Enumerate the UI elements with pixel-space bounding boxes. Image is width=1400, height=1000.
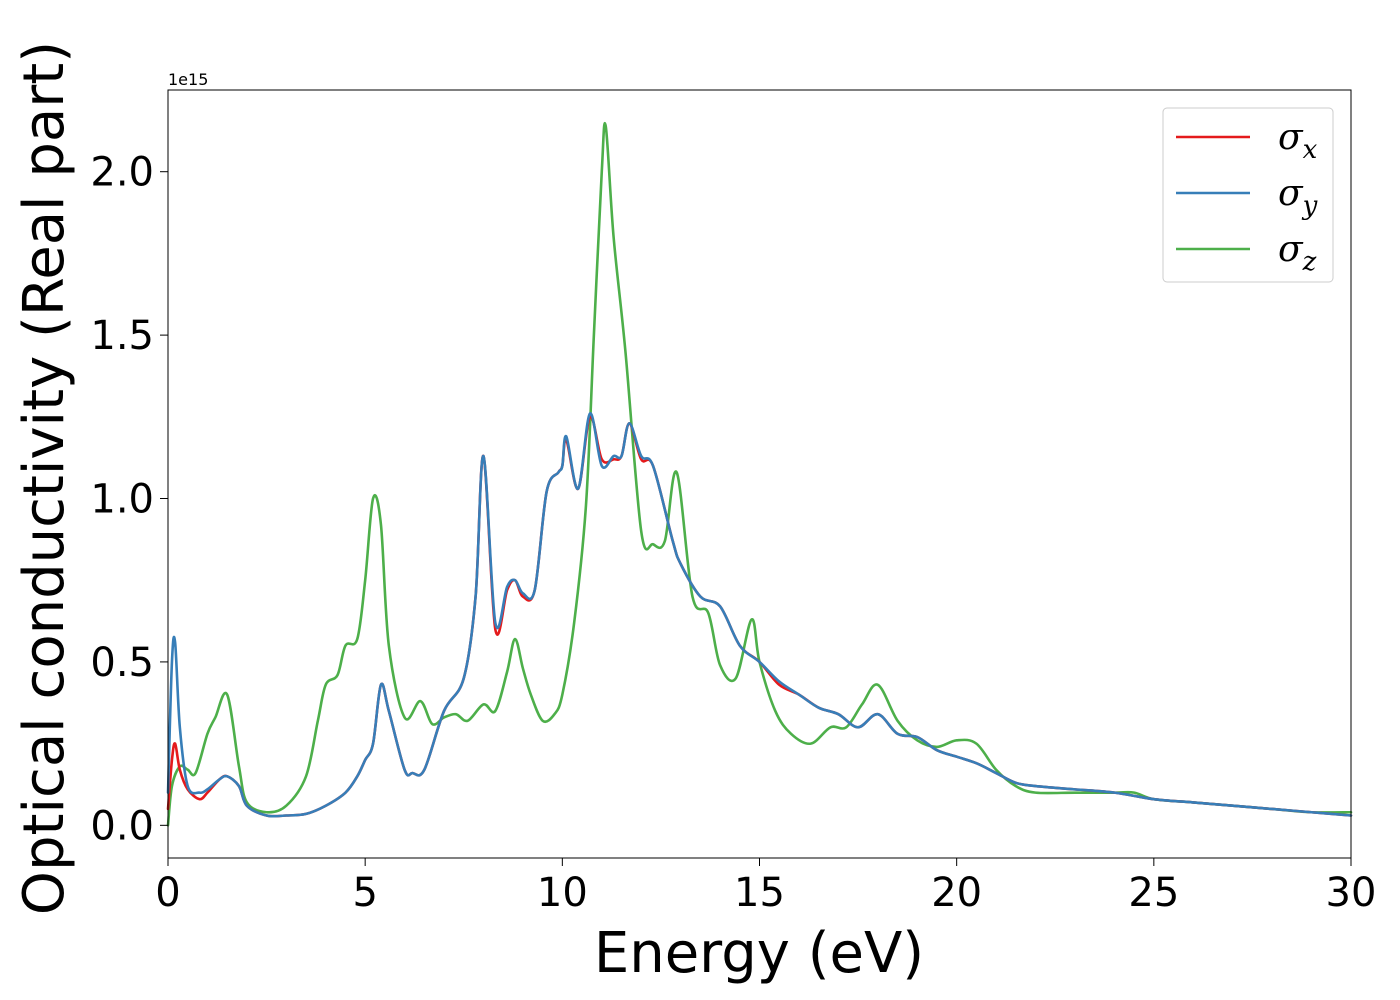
x-tick-label: 0 (155, 870, 180, 916)
x-axis-title: Energy (eV) (594, 921, 924, 986)
plot-background (168, 90, 1351, 858)
legend-label-symbol: σ (1278, 117, 1304, 158)
x-tick-label: 25 (1128, 870, 1179, 916)
legend-label-sigma-y: σy (1278, 173, 1318, 221)
legend-label-sigma-x: σx (1278, 117, 1318, 165)
legend-label-symbol: σ (1278, 173, 1304, 214)
series-line-sigma-y (166, 412, 1353, 818)
y-tick-label: 0.0 (90, 803, 154, 849)
series-layer (166, 122, 1353, 827)
y-tick-label: 0.5 (90, 640, 154, 686)
y-tick-label: 1.0 (90, 477, 154, 523)
legend-label-subscript: y (1302, 191, 1318, 221)
x-tick-label: 5 (352, 870, 377, 916)
y-tick-label: 2.0 (90, 150, 154, 196)
y-offset-text: 1e15 (168, 70, 208, 89)
series-line-sigma-z (166, 122, 1353, 827)
legend-label-sigma-z: σz (1278, 229, 1317, 277)
y-axis: 0.0 0.5 1.0 1.5 2.0 (90, 150, 168, 849)
x-tick-label: 10 (537, 870, 588, 916)
x-axis: 0 5 10 15 20 25 30 (155, 858, 1376, 916)
legend-label-subscript: x (1303, 135, 1318, 165)
legend-label-symbol: σ (1278, 229, 1304, 270)
x-tick-label: 20 (931, 870, 982, 916)
y-tick-label: 1.5 (90, 313, 154, 359)
legend-frame (1162, 107, 1334, 283)
x-tick-label: 30 (1326, 870, 1377, 916)
legend-label-subscript: z (1302, 247, 1317, 277)
y-axis-title: Optical conductivity (Real part) (12, 41, 77, 915)
x-tick-label: 15 (734, 870, 785, 916)
